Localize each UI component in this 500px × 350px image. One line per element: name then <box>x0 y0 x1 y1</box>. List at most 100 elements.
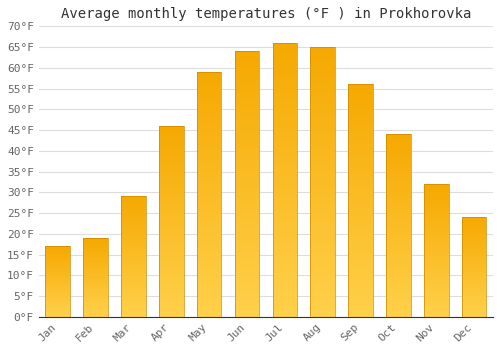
Bar <box>348 245 373 247</box>
Bar <box>310 106 335 109</box>
Bar <box>46 297 70 298</box>
Bar <box>272 43 297 46</box>
Bar <box>159 139 184 141</box>
Bar <box>424 289 448 290</box>
Bar <box>197 160 222 162</box>
Bar <box>159 181 184 183</box>
Bar <box>424 216 448 217</box>
Bar <box>197 101 222 104</box>
Bar <box>121 273 146 275</box>
Bar <box>234 91 260 94</box>
Bar <box>310 47 335 50</box>
Bar <box>234 94 260 96</box>
Bar <box>46 302 70 303</box>
Bar <box>121 293 146 294</box>
Bar <box>348 194 373 196</box>
Bar <box>159 147 184 149</box>
Bar <box>272 265 297 267</box>
Bar <box>234 232 260 235</box>
Bar <box>234 62 260 64</box>
Bar <box>84 286 108 287</box>
Bar <box>121 266 146 267</box>
Bar <box>424 257 448 258</box>
Bar <box>424 189 448 191</box>
Bar <box>310 66 335 69</box>
Bar <box>121 312 146 313</box>
Bar <box>348 310 373 312</box>
Bar <box>121 271 146 272</box>
Bar <box>84 272 108 273</box>
Bar <box>159 195 184 197</box>
Bar <box>424 286 448 288</box>
Bar <box>386 273 410 275</box>
Bar <box>84 266 108 267</box>
Bar <box>386 278 410 280</box>
Bar <box>197 238 222 241</box>
Bar <box>121 230 146 231</box>
Bar <box>46 280 70 281</box>
Bar <box>310 174 335 176</box>
Bar <box>424 217 448 218</box>
Bar <box>159 158 184 160</box>
Bar <box>386 202 410 204</box>
Bar <box>462 303 486 304</box>
Bar <box>462 276 486 277</box>
Bar <box>121 299 146 300</box>
Bar <box>424 210 448 212</box>
Bar <box>159 248 184 250</box>
Bar <box>462 283 486 284</box>
Bar <box>121 256 146 257</box>
Bar <box>348 289 373 291</box>
Bar <box>159 309 184 311</box>
Bar <box>348 294 373 296</box>
Bar <box>424 313 448 314</box>
Bar <box>234 261 260 264</box>
Bar <box>121 281 146 282</box>
Bar <box>424 307 448 309</box>
Bar <box>462 220 486 221</box>
Bar <box>159 204 184 206</box>
Bar <box>462 316 486 317</box>
Bar <box>46 281 70 282</box>
Bar <box>121 309 146 311</box>
Bar <box>159 216 184 218</box>
Bar <box>159 210 184 212</box>
Bar <box>197 204 222 206</box>
Bar <box>234 126 260 128</box>
Bar <box>121 243 146 245</box>
Bar <box>46 310 70 311</box>
Bar <box>121 314 146 316</box>
Bar <box>462 296 486 297</box>
Bar <box>159 284 184 286</box>
Bar <box>462 310 486 311</box>
Bar <box>84 312 108 313</box>
Bar <box>121 284 146 286</box>
Bar <box>462 292 486 293</box>
Bar <box>348 131 373 133</box>
Bar <box>348 105 373 108</box>
Bar <box>424 285 448 286</box>
Bar <box>424 184 448 185</box>
Bar <box>234 293 260 295</box>
Bar <box>159 200 184 202</box>
Bar <box>46 259 70 260</box>
Bar <box>84 299 108 300</box>
Bar <box>272 246 297 248</box>
Bar <box>424 303 448 305</box>
Bar <box>348 238 373 240</box>
Bar <box>46 306 70 307</box>
Bar <box>84 316 108 317</box>
Bar <box>197 143 222 145</box>
Bar <box>197 131 222 133</box>
Bar <box>159 128 184 130</box>
Bar <box>310 136 335 139</box>
Bar <box>121 289 146 290</box>
Bar <box>197 133 222 135</box>
Bar <box>462 231 486 232</box>
Bar <box>310 252 335 255</box>
Bar <box>46 298 70 299</box>
Bar <box>84 296 108 297</box>
Bar <box>310 125 335 128</box>
Bar <box>121 241 146 242</box>
Bar <box>462 258 486 259</box>
